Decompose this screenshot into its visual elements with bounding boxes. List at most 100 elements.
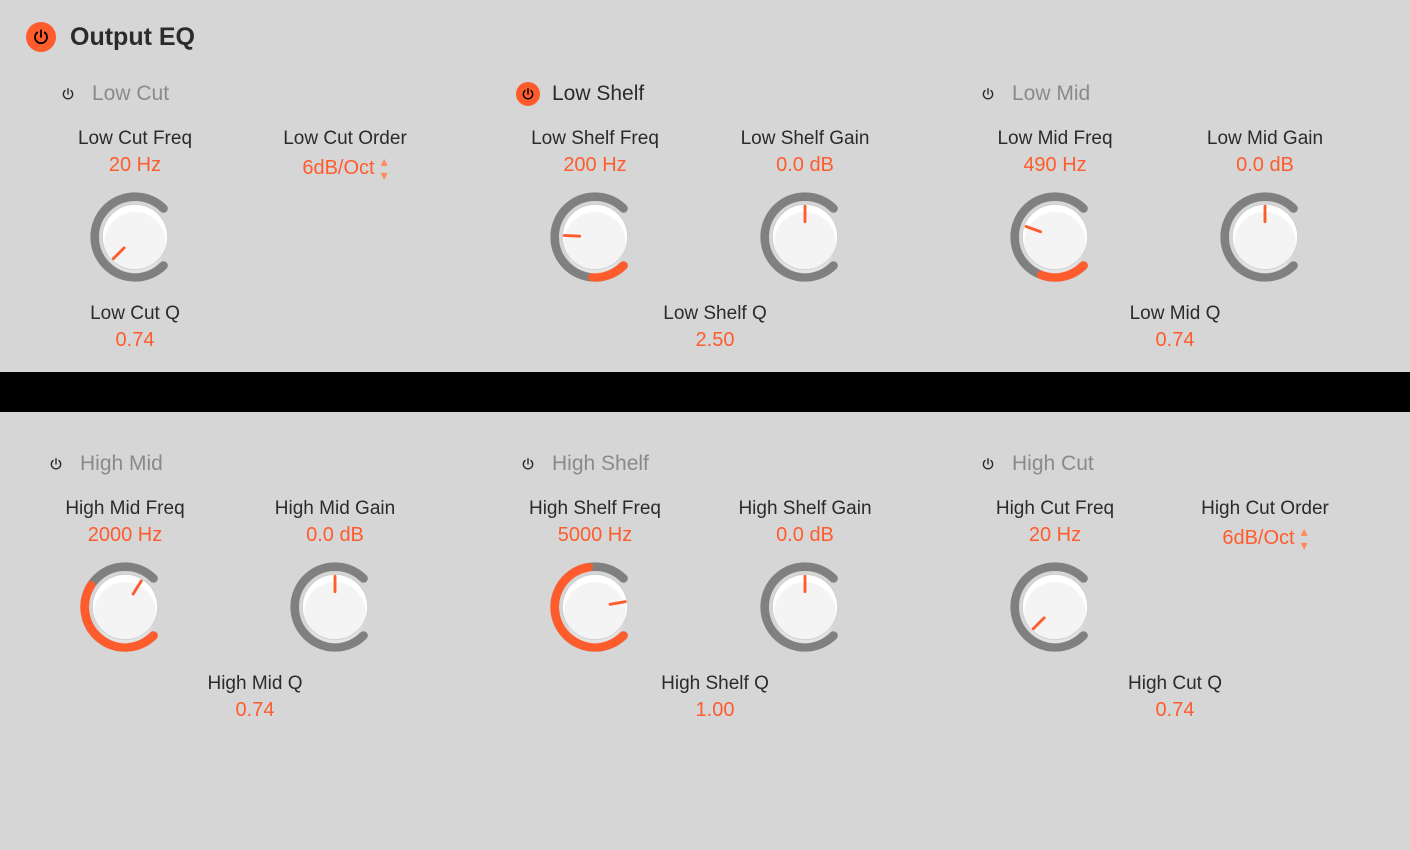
knob-high-shelf-gain[interactable] [757, 559, 853, 655]
q-label: High Cut Q [1100, 673, 1250, 695]
control-label: Low Shelf Gain [720, 128, 890, 150]
band-controls: High Cut Freq 20 Hz High Cut Order 6dB/O… [960, 498, 1370, 655]
power-icon [981, 87, 995, 101]
control-value[interactable]: 2000 Hz [40, 524, 210, 547]
power-toggle-low-mid[interactable] [976, 82, 1000, 106]
control-label: High Shelf Freq [510, 498, 680, 520]
stepper-low-cut-order[interactable]: 6dB/Oct ▴▾ [302, 154, 387, 182]
control-high-mid-freq: High Mid Freq 2000 Hz [40, 498, 210, 655]
band-title: Low Mid [1012, 82, 1090, 106]
knob-low-shelf-gain[interactable] [757, 189, 853, 285]
band-high-mid: High Mid High Mid Freq 2000 Hz High Mid … [30, 442, 460, 722]
band-low-shelf: Low Shelf Low Shelf Freq 200 Hz Low Shel… [490, 72, 920, 352]
control-value[interactable]: 490 Hz [970, 154, 1140, 177]
stepper-arrows-icon: ▴▾ [1301, 524, 1308, 552]
q-value[interactable]: 1.00 [640, 699, 790, 722]
control-label: High Cut Freq [970, 498, 1140, 520]
band-high-shelf: High Shelf High Shelf Freq 5000 Hz High … [490, 442, 920, 722]
band-high-cut: High Cut High Cut Freq 20 Hz High Cut Or… [950, 442, 1380, 722]
band-controls: High Shelf Freq 5000 Hz High Shelf Gain … [500, 498, 910, 655]
q-section: Low Cut Q 0.74 [40, 303, 210, 352]
band-title: Low Shelf [552, 82, 644, 106]
band-controls: Low Shelf Freq 200 Hz Low Shelf Gain 0.0… [500, 128, 910, 285]
knob-low-mid-freq[interactable] [1007, 189, 1103, 285]
control-label: Low Cut Freq [50, 128, 220, 150]
knob-low-cut-freq[interactable] [87, 189, 183, 285]
control-value[interactable]: 200 Hz [510, 154, 680, 177]
control-low-shelf-gain: Low Shelf Gain 0.0 dB [720, 128, 890, 285]
power-icon [521, 87, 535, 101]
control-value[interactable]: 5000 Hz [510, 524, 680, 547]
power-toggle-low-cut[interactable] [56, 82, 80, 106]
panel-title: Output EQ [70, 23, 195, 52]
q-section: High Cut Q 0.74 [1080, 673, 1250, 722]
stepper-value: 6dB/Oct [1222, 527, 1294, 550]
band-row-2: High Mid High Mid Freq 2000 Hz High Mid … [0, 412, 1410, 742]
knob-low-mid-gain[interactable] [1217, 189, 1313, 285]
q-value[interactable]: 0.74 [1100, 329, 1250, 352]
band-row-1: Low Cut Low Cut Freq 20 Hz Low Cut Order… [0, 62, 1410, 372]
knob-high-shelf-freq[interactable] [547, 559, 643, 655]
knob-high-cut-freq[interactable] [1007, 559, 1103, 655]
knob-high-mid-freq[interactable] [77, 559, 173, 655]
q-label: Low Cut Q [60, 303, 210, 325]
band-header: Low Cut [40, 82, 450, 106]
q-value[interactable]: 0.74 [180, 699, 330, 722]
control-high-cut-freq: High Cut Freq 20 Hz [970, 498, 1140, 655]
band-title: Low Cut [92, 82, 169, 106]
band-controls: High Mid Freq 2000 Hz High Mid Gain 0.0 … [40, 498, 450, 655]
band-low-cut: Low Cut Low Cut Freq 20 Hz Low Cut Order… [30, 72, 460, 352]
control-value[interactable]: 0.0 dB [720, 524, 890, 547]
q-section: Low Shelf Q 2.50 [620, 303, 790, 352]
q-label: Low Mid Q [1100, 303, 1250, 325]
power-toggle-high-cut[interactable] [976, 452, 1000, 476]
knob-high-mid-gain[interactable] [287, 559, 383, 655]
power-toggle-high-mid[interactable] [44, 452, 68, 476]
band-title: High Cut [1012, 452, 1094, 476]
control-value[interactable]: 20 Hz [970, 524, 1140, 547]
power-icon [981, 457, 995, 471]
band-title: High Mid [80, 452, 163, 476]
knob-low-shelf-freq[interactable] [547, 189, 643, 285]
control-label: Low Shelf Freq [510, 128, 680, 150]
control-value[interactable]: 0.0 dB [1180, 154, 1350, 177]
control-high-shelf-freq: High Shelf Freq 5000 Hz [510, 498, 680, 655]
power-icon [49, 457, 63, 471]
power-toggle-main[interactable] [26, 22, 56, 52]
control-low-mid-gain: Low Mid Gain 0.0 dB [1180, 128, 1350, 285]
control-value[interactable]: 0.0 dB [250, 524, 420, 547]
stepper-high-cut-order[interactable]: 6dB/Oct ▴▾ [1222, 524, 1307, 552]
control-label: Low Mid Gain [1180, 128, 1350, 150]
control-label: High Mid Freq [40, 498, 210, 520]
band-header: Low Shelf [500, 82, 910, 106]
stepper-arrows-icon: ▴▾ [381, 154, 388, 182]
q-label: Low Shelf Q [640, 303, 790, 325]
control-label: High Cut Order [1180, 498, 1350, 520]
divider [0, 372, 1410, 412]
control-label: Low Cut Order [260, 128, 430, 150]
stepper-value: 6dB/Oct [302, 157, 374, 180]
q-value[interactable]: 2.50 [640, 329, 790, 352]
band-title: High Shelf [552, 452, 649, 476]
control-label: Low Mid Freq [970, 128, 1140, 150]
band-low-mid: Low Mid Low Mid Freq 490 Hz Low Mid Gain… [950, 72, 1380, 352]
control-high-cut-order: High Cut Order 6dB/Oct ▴▾ [1180, 498, 1350, 655]
control-label: High Shelf Gain [720, 498, 890, 520]
control-value[interactable]: 0.0 dB [720, 154, 890, 177]
q-section: High Mid Q 0.74 [160, 673, 330, 722]
q-value[interactable]: 0.74 [1100, 699, 1250, 722]
power-toggle-high-shelf[interactable] [516, 452, 540, 476]
q-value[interactable]: 0.74 [60, 329, 210, 352]
band-header: Low Mid [960, 82, 1370, 106]
control-low-cut-freq: Low Cut Freq 20 Hz [50, 128, 220, 285]
band-controls: Low Mid Freq 490 Hz Low Mid Gain 0.0 dB [960, 128, 1370, 285]
control-low-mid-freq: Low Mid Freq 490 Hz [970, 128, 1140, 285]
control-low-cut-order: Low Cut Order 6dB/Oct ▴▾ [260, 128, 430, 285]
control-label: High Mid Gain [250, 498, 420, 520]
band-header: High Mid [40, 452, 450, 476]
band-header: High Shelf [500, 452, 910, 476]
control-value[interactable]: 20 Hz [50, 154, 220, 177]
power-icon [521, 457, 535, 471]
band-controls: Low Cut Freq 20 Hz Low Cut Order 6dB/Oct… [40, 128, 450, 285]
power-toggle-low-shelf[interactable] [516, 82, 540, 106]
